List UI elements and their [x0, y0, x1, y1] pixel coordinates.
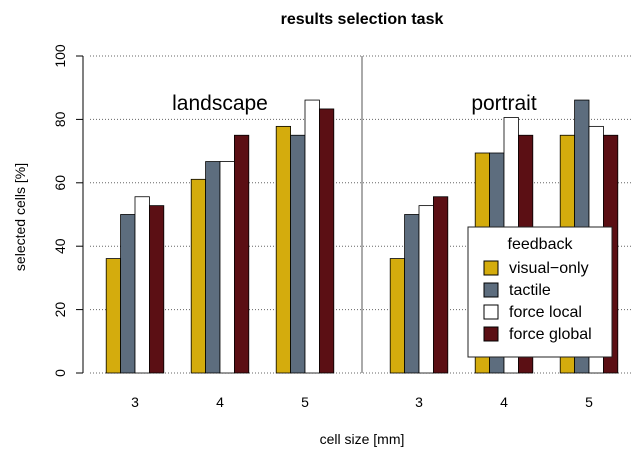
legend-entry: tactile — [509, 282, 551, 299]
bar — [205, 161, 221, 374]
bar — [389, 258, 406, 374]
legend-swatch — [483, 304, 499, 320]
y-axis: 0 20 40 60 80 100 — [52, 44, 84, 377]
legend-title: feedback — [508, 236, 574, 253]
x-tick-label: 4 — [500, 394, 508, 410]
legend: feedback visual−only tactile force local fo… — [467, 226, 613, 358]
bar — [318, 108, 335, 374]
y-tick-label: 20 — [52, 302, 68, 318]
bar — [275, 125, 292, 374]
x-tick-label: 3 — [131, 394, 139, 410]
bar — [418, 205, 434, 374]
x-tick-label: 3 — [415, 394, 423, 410]
bar — [304, 99, 320, 374]
x-tick-labels: 3 4 5 3 4 5 — [131, 394, 593, 410]
x-tick-label: 4 — [216, 394, 224, 410]
bar — [432, 196, 449, 374]
panel-labels: landscape portrait — [172, 92, 537, 115]
x-tick-label: 5 — [301, 394, 309, 410]
bar — [190, 178, 206, 374]
y-tick-label: 80 — [52, 111, 68, 127]
bar — [105, 258, 121, 374]
bar — [219, 161, 235, 374]
y-tick-label: 0 — [52, 369, 68, 377]
bar — [120, 214, 136, 374]
x-tick-label: 5 — [585, 394, 593, 410]
bar — [233, 134, 250, 374]
legend-entry: visual−only — [509, 260, 589, 277]
bar — [290, 134, 306, 374]
y-axis-label: selected cells [%] — [12, 163, 28, 271]
bar — [404, 214, 420, 374]
grid-lines — [90, 55, 633, 374]
y-tick-label: 60 — [52, 175, 68, 191]
panel-label: landscape — [172, 92, 268, 115]
x-axis-label: cell size [mm] — [320, 431, 405, 447]
y-tick-label: 100 — [52, 44, 68, 68]
chart-title: results selection task — [281, 11, 444, 28]
panel-label: portrait — [471, 92, 537, 115]
bar — [148, 205, 165, 374]
legend-entry: force global — [509, 326, 592, 343]
legend-swatch — [483, 282, 499, 298]
legend-swatch — [483, 326, 499, 342]
y-tick-label: 40 — [52, 238, 68, 254]
legend-swatch — [483, 260, 499, 276]
bar — [134, 196, 150, 374]
legend-entry: force local — [509, 304, 582, 321]
